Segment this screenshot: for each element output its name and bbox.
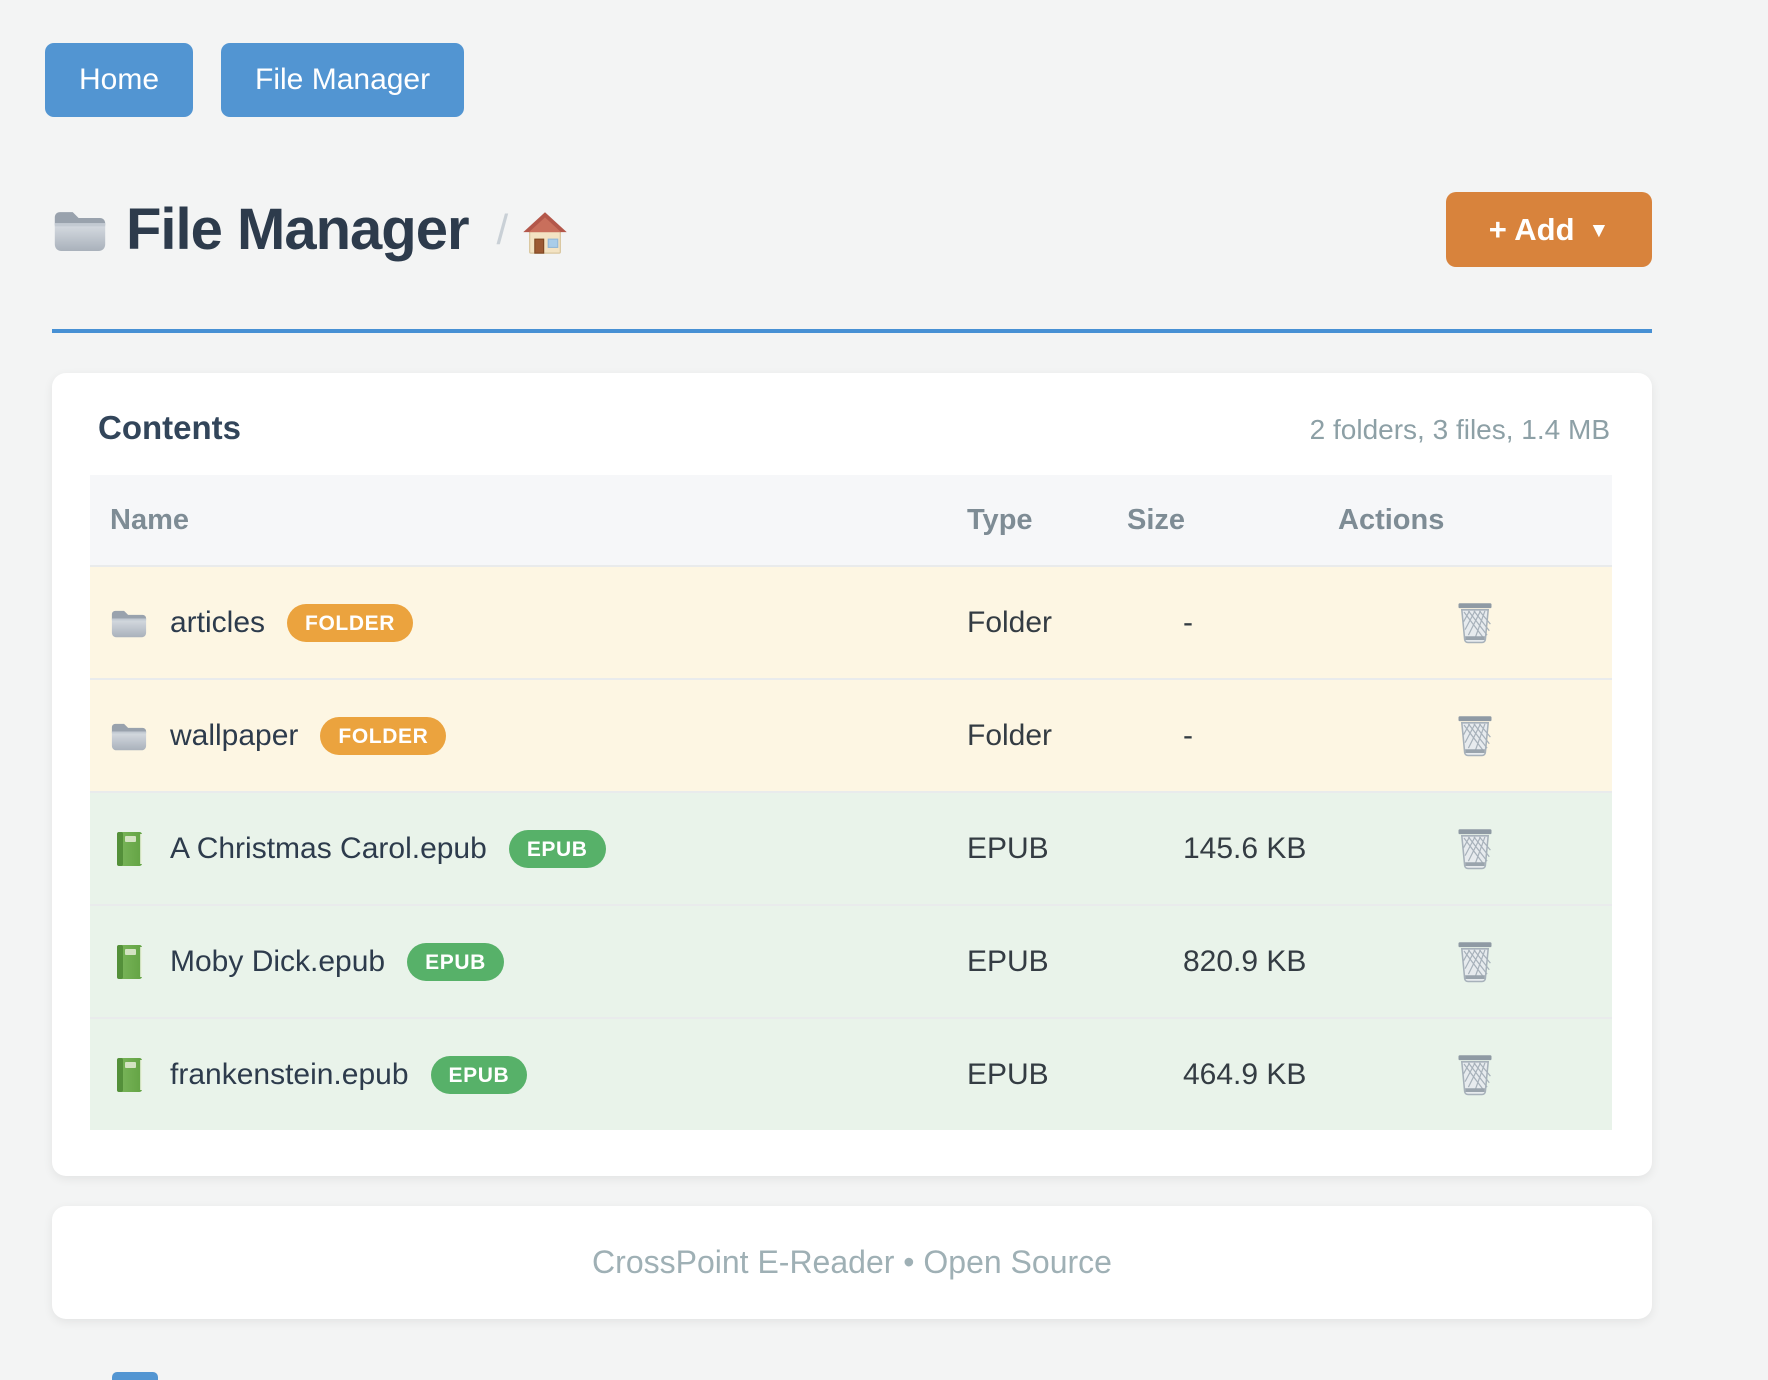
top-nav: Home File Manager [45, 0, 1768, 117]
folder-link[interactable]: wallpaper [170, 718, 299, 752]
file-link[interactable]: frankenstein.epub [170, 1057, 409, 1091]
table-row: articles FOLDER Folder - [90, 565, 1612, 678]
folder-icon [52, 206, 108, 254]
column-header-actions: Actions [1338, 503, 1445, 536]
delete-button[interactable] [1451, 710, 1499, 762]
epub-badge: EPUB [508, 829, 606, 868]
folder-badge: FOLDER [320, 716, 447, 755]
epub-badge: EPUB [407, 942, 504, 981]
book-icon [110, 830, 148, 868]
delete-button[interactable] [1451, 936, 1499, 988]
size-cell: 820.9 KB [1183, 944, 1307, 978]
table-row: Moby Dick.epub EPUB EPUB 820.9 KB [90, 904, 1612, 1017]
footer: CrossPoint E-Reader • Open Source [52, 1206, 1652, 1319]
file-link[interactable]: Moby Dick.epub [170, 944, 386, 978]
folder-link[interactable]: articles [170, 605, 266, 639]
table-row: A Christmas Carol.epub EPUB EPUB 145.6 K… [90, 791, 1612, 904]
table-row: frankenstein.epub EPUB EPUB 464.9 KB [90, 1017, 1612, 1130]
delete-button[interactable] [1451, 597, 1499, 649]
size-cell: 145.6 KB [1183, 831, 1307, 865]
page-title: File Manager [126, 197, 470, 262]
epub-badge: EPUB [430, 1055, 528, 1094]
trash-icon [1455, 1053, 1495, 1097]
folder-icon [110, 604, 148, 642]
column-header-type: Type [967, 503, 1033, 536]
column-header-name: Name [110, 503, 189, 536]
home-button[interactable]: Home [45, 43, 194, 117]
size-cell: - [1183, 718, 1193, 752]
table-header-row: Name Type Size Actions [90, 475, 1612, 565]
trash-icon [1455, 940, 1495, 984]
chevron-down-icon: ▼ [1588, 218, 1610, 242]
trash-icon [1455, 601, 1495, 645]
folder-icon [110, 717, 148, 755]
file-table: Name Type Size Actions articles FOLDER F… [90, 475, 1612, 1130]
book-icon [110, 1056, 148, 1094]
type-cell: Folder [967, 718, 1053, 752]
contents-title: Contents [98, 409, 241, 446]
breadcrumb-separator: / [496, 205, 509, 253]
size-cell: - [1183, 605, 1193, 639]
partially-visible-button[interactable] [112, 1372, 158, 1380]
type-cell: EPUB [967, 1057, 1049, 1091]
header-divider [52, 329, 1652, 333]
column-header-size: Size [1127, 503, 1186, 536]
delete-button[interactable] [1451, 1049, 1499, 1101]
delete-button[interactable] [1451, 823, 1499, 875]
table-row: wallpaper FOLDER Folder - [90, 678, 1612, 791]
type-cell: EPUB [967, 944, 1049, 978]
book-icon [110, 943, 148, 981]
add-button-label: + Add [1488, 211, 1575, 247]
size-cell: 464.9 KB [1183, 1057, 1307, 1091]
folder-badge: FOLDER [287, 603, 413, 642]
footer-text: CrossPoint E-Reader • Open Source [592, 1244, 1112, 1280]
contents-card: Contents 2 folders, 3 files, 1.4 MB Name… [52, 373, 1652, 1176]
add-button[interactable]: + Add ▼ [1446, 192, 1652, 267]
trash-icon [1455, 827, 1495, 871]
page-header: File Manager / + Add ▼ [52, 192, 1652, 267]
contents-summary: 2 folders, 3 files, 1.4 MB [1309, 414, 1610, 445]
type-cell: Folder [967, 605, 1053, 639]
type-cell: EPUB [967, 831, 1049, 865]
trash-icon [1455, 714, 1495, 758]
file-link[interactable]: A Christmas Carol.epub [170, 831, 487, 865]
file-manager-button[interactable]: File Manager [221, 43, 465, 117]
house-icon[interactable] [522, 211, 568, 257]
